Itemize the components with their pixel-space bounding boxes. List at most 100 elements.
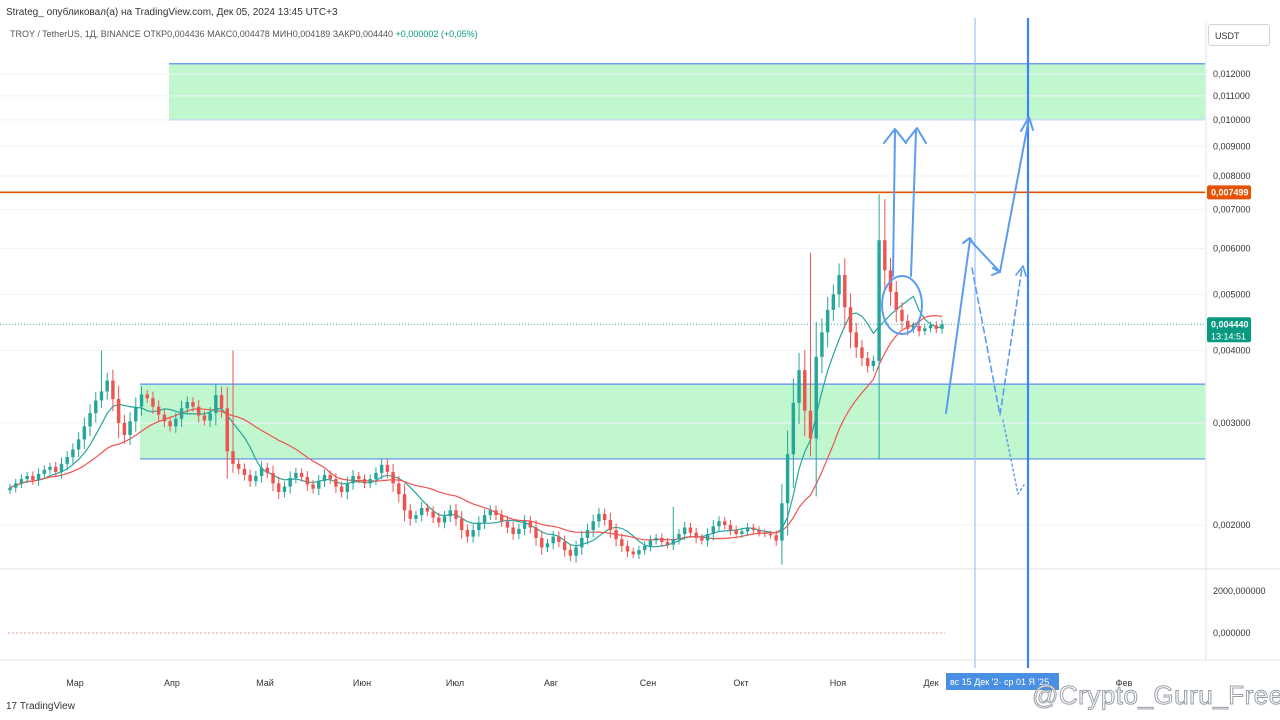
candle [151, 398, 155, 407]
zones-layer [140, 63, 1205, 460]
candle [391, 471, 395, 484]
candle [500, 515, 504, 522]
candle [82, 426, 87, 440]
candle [585, 530, 590, 538]
projection-path-main [945, 117, 1030, 414]
candle [665, 541, 670, 545]
candle [208, 413, 212, 421]
candle [236, 463, 241, 469]
price-axis-tick: 0,005000 [1213, 289, 1251, 299]
candle [688, 527, 693, 533]
candle [534, 527, 538, 538]
upper-target-zone [169, 63, 1205, 120]
candle [682, 527, 687, 534]
last-price-label: 0,004440 [1211, 319, 1249, 329]
candle [763, 532, 767, 534]
candle [791, 402, 796, 455]
candle [717, 521, 721, 527]
candle [408, 510, 412, 519]
candle [299, 472, 304, 478]
candle [471, 530, 475, 537]
candle [488, 510, 493, 516]
ma-fast-line [9, 295, 943, 548]
candle [437, 517, 441, 523]
candle [59, 463, 64, 472]
candle [494, 510, 498, 516]
candle [482, 515, 487, 523]
candle [745, 527, 750, 532]
candle [317, 481, 321, 489]
candle [19, 479, 24, 484]
candle [379, 464, 384, 473]
candle [511, 527, 515, 534]
candle [128, 421, 132, 435]
candle [162, 414, 167, 422]
up-arrow-left-shaft [892, 130, 896, 277]
candle [294, 472, 298, 479]
candle [677, 533, 681, 540]
candle [311, 484, 315, 489]
candle [854, 332, 858, 348]
candle [648, 540, 653, 546]
watermark-text: @Crypto_Guru_Free [1032, 680, 1280, 711]
candle [459, 518, 464, 531]
candle [368, 479, 372, 484]
candle [322, 474, 327, 482]
candle [454, 510, 458, 519]
ohlc-values: ОТКР0,004436 МАКС0,004478 МИН0,004189 ЗА… [143, 29, 394, 39]
candle [139, 394, 144, 407]
candle [351, 475, 355, 484]
tradingview-logo[interactable]: 17 TradingView [6, 701, 75, 712]
candle [825, 309, 830, 333]
currency-selector[interactable]: USDT [1208, 24, 1270, 46]
candle [551, 536, 555, 544]
candle [894, 291, 898, 310]
candle [831, 294, 836, 310]
publisher-line: Strateg_ опубликовал(а) на TradingView.c… [6, 7, 338, 18]
candle [345, 483, 350, 493]
candle [105, 380, 109, 392]
candle [848, 307, 853, 333]
volume-axis-tick: 2000,000000 [1213, 586, 1266, 596]
candle [219, 395, 224, 409]
time-axis-tick: Фев [1116, 678, 1133, 688]
candle [277, 483, 281, 493]
price-axis-tick: 0,003000 [1213, 418, 1251, 428]
symbol-name[interactable]: TROY / TetherUS, 1Д, BINANCE [10, 29, 141, 39]
symbol-legend: TROY / TetherUS, 1Д, BINANCE ОТКР0,00443… [10, 29, 478, 39]
candle [728, 525, 733, 531]
candle [580, 537, 584, 548]
candle [545, 543, 550, 548]
candle [837, 274, 841, 295]
candle [797, 370, 801, 403]
candle [271, 472, 275, 484]
candle [814, 356, 818, 439]
time-axis-tick: Мар [66, 678, 84, 688]
candle [402, 494, 407, 511]
candle [25, 475, 29, 480]
time-axis-tick: Апр [164, 678, 180, 688]
candle [305, 477, 310, 485]
candle [442, 516, 447, 523]
projection-dotted [1002, 419, 1025, 495]
candle [637, 550, 641, 555]
candle [225, 408, 229, 452]
time-range-highlight [946, 673, 1059, 690]
candle [328, 474, 332, 480]
candle [465, 530, 470, 537]
candle [214, 395, 218, 414]
candle [602, 513, 607, 521]
candle [505, 521, 510, 528]
candle [905, 320, 910, 329]
candle [248, 474, 252, 482]
volume-axis-tick: 0,000000 [1213, 628, 1251, 638]
candle [31, 475, 35, 481]
candle [860, 347, 864, 359]
time-axis-tick: Дек [923, 678, 938, 688]
time-axis-tick: Авг [544, 678, 559, 688]
candle [700, 537, 704, 541]
candle [156, 406, 161, 415]
candle [768, 533, 773, 536]
candle [362, 479, 367, 484]
